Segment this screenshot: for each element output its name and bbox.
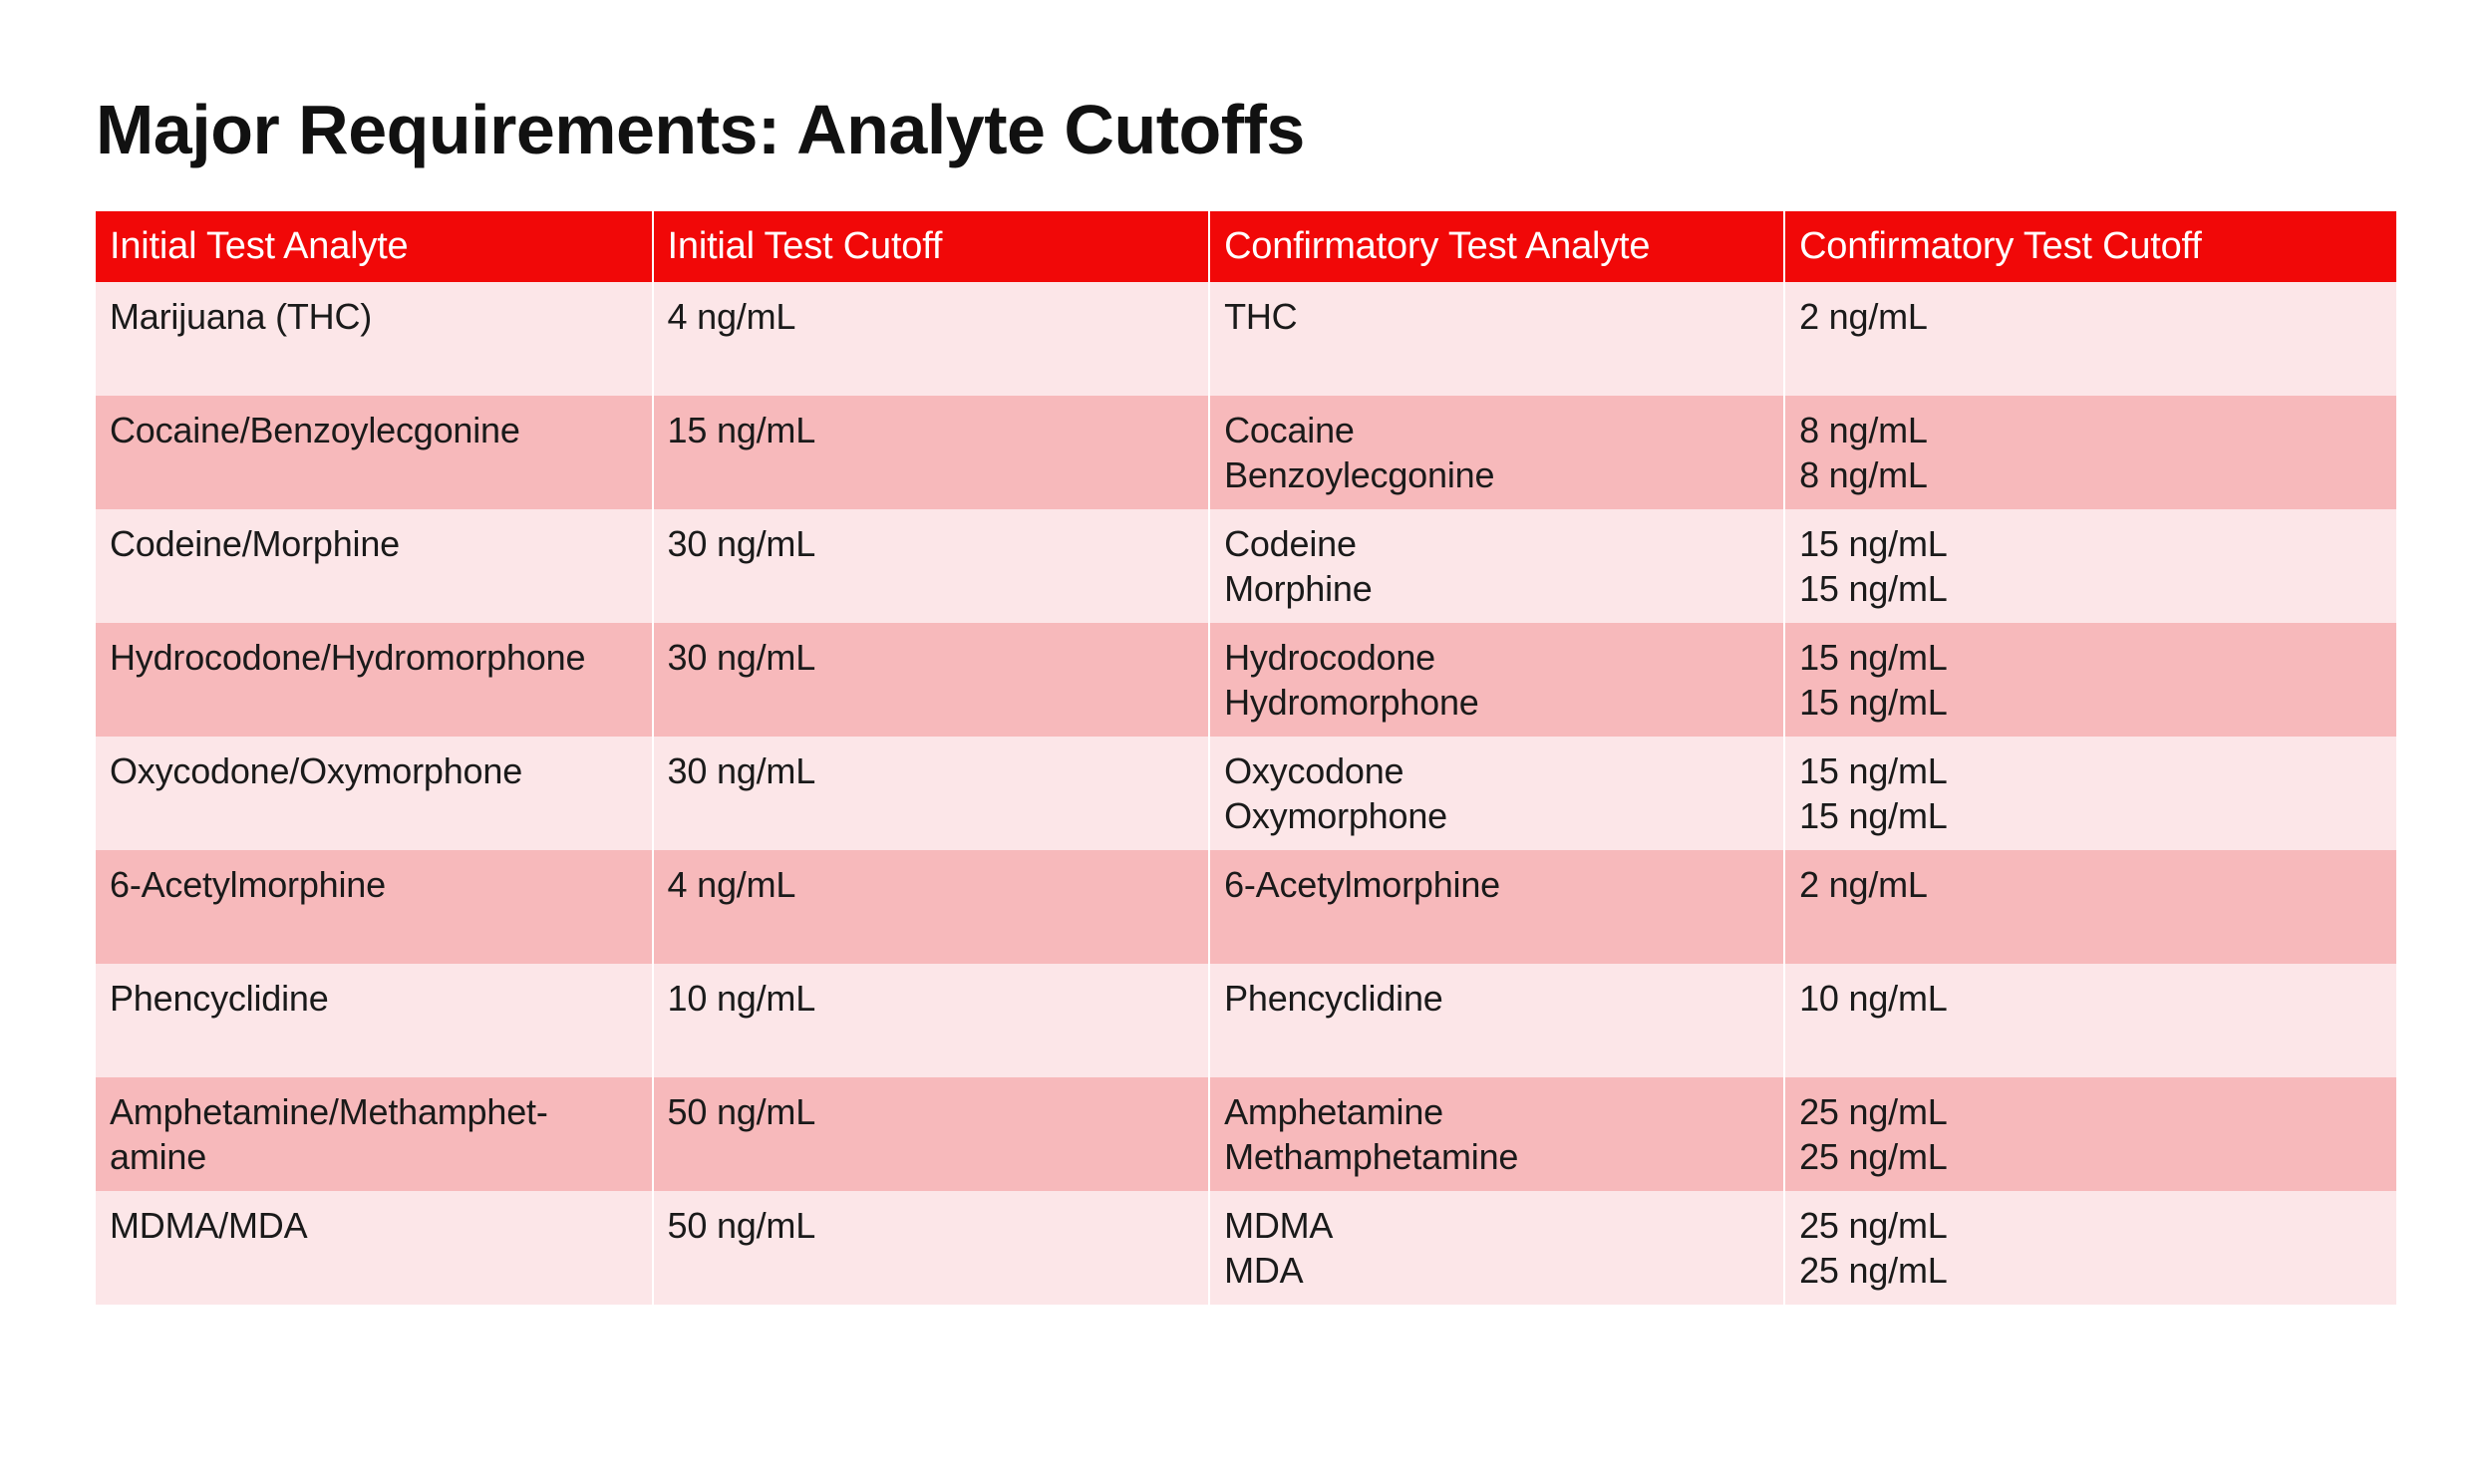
cell-initial-cutoff: 4 ng/mL [653,850,1210,964]
table-header-row: Initial Test Analyte Initial Test Cutoff… [96,211,2396,282]
cell-confirm-analyte: Oxycodone Oxymorphone [1209,737,1784,850]
cell-initial-cutoff: 30 ng/mL [653,509,1210,623]
cell-confirm-cutoff: 15 ng/mL 15 ng/mL [1784,737,2396,850]
cell-confirm-analyte: Codeine Morphine [1209,509,1784,623]
cell-initial-analyte: Codeine/Morphine [96,509,653,623]
cell-confirm-analyte: THC [1209,282,1784,396]
cell-confirm-cutoff: 2 ng/mL [1784,850,2396,964]
cell-confirm-analyte: Phencyclidine [1209,964,1784,1077]
table-body: Marijuana (THC) 4 ng/mL THC 2 ng/mL Coca… [96,282,2396,1305]
cell-confirm-cutoff: 15 ng/mL 15 ng/mL [1784,509,2396,623]
table-row: MDMA/MDA 50 ng/mL MDMA MDA 25 ng/mL 25 n… [96,1191,2396,1305]
cell-confirm-analyte: Hydrocodone Hydromorphone [1209,623,1784,737]
cell-initial-cutoff: 50 ng/mL [653,1191,1210,1305]
cell-initial-analyte: Hydrocodone/Hydromorphone [96,623,653,737]
column-header-initial-cutoff: Initial Test Cutoff [653,211,1210,282]
table-row: Cocaine/Benzoylecgonine 15 ng/mL Cocaine… [96,396,2396,509]
table-header: Initial Test Analyte Initial Test Cutoff… [96,211,2396,282]
table-row: Amphetamine/Methamphet- amine 50 ng/mL A… [96,1077,2396,1191]
cell-confirm-cutoff: 2 ng/mL [1784,282,2396,396]
cell-confirm-cutoff: 8 ng/mL 8 ng/mL [1784,396,2396,509]
cell-initial-analyte: Phencyclidine [96,964,653,1077]
cell-initial-analyte: Amphetamine/Methamphet- amine [96,1077,653,1191]
table-row: Hydrocodone/Hydromorphone 30 ng/mL Hydro… [96,623,2396,737]
cell-initial-cutoff: 10 ng/mL [653,964,1210,1077]
cell-initial-analyte: MDMA/MDA [96,1191,653,1305]
analyte-cutoff-table: Initial Test Analyte Initial Test Cutoff… [96,211,2396,1305]
column-header-initial-analyte: Initial Test Analyte [96,211,653,282]
cell-initial-analyte: Cocaine/Benzoylecgonine [96,396,653,509]
page-container: Major Requirements: Analyte Cutoffs Init… [0,0,2492,1484]
cell-confirm-analyte: 6-Acetylmorphine [1209,850,1784,964]
column-header-confirm-cutoff: Confirmatory Test Cutoff [1784,211,2396,282]
page-title: Major Requirements: Analyte Cutoffs [96,90,2396,169]
cell-initial-analyte: 6-Acetylmorphine [96,850,653,964]
cell-confirm-cutoff: 10 ng/mL [1784,964,2396,1077]
cell-confirm-cutoff: 25 ng/mL 25 ng/mL [1784,1191,2396,1305]
cell-initial-cutoff: 4 ng/mL [653,282,1210,396]
cell-initial-cutoff: 30 ng/mL [653,737,1210,850]
column-header-confirm-analyte: Confirmatory Test Analyte [1209,211,1784,282]
cell-confirm-analyte: Cocaine Benzoylecgonine [1209,396,1784,509]
table-row: Phencyclidine 10 ng/mL Phencyclidine 10 … [96,964,2396,1077]
table-row: 6-Acetylmorphine 4 ng/mL 6-Acetylmorphin… [96,850,2396,964]
cell-initial-cutoff: 30 ng/mL [653,623,1210,737]
cell-initial-cutoff: 15 ng/mL [653,396,1210,509]
cell-confirm-analyte: MDMA MDA [1209,1191,1784,1305]
cell-initial-cutoff: 50 ng/mL [653,1077,1210,1191]
cell-confirm-analyte: Amphetamine Methamphetamine [1209,1077,1784,1191]
cell-initial-analyte: Marijuana (THC) [96,282,653,396]
table-row: Codeine/Morphine 30 ng/mL Codeine Morphi… [96,509,2396,623]
cell-initial-analyte: Oxycodone/Oxymorphone [96,737,653,850]
cell-confirm-cutoff: 15 ng/mL 15 ng/mL [1784,623,2396,737]
cell-confirm-cutoff: 25 ng/mL 25 ng/mL [1784,1077,2396,1191]
table-row: Marijuana (THC) 4 ng/mL THC 2 ng/mL [96,282,2396,396]
table-row: Oxycodone/Oxymorphone 30 ng/mL Oxycodone… [96,737,2396,850]
